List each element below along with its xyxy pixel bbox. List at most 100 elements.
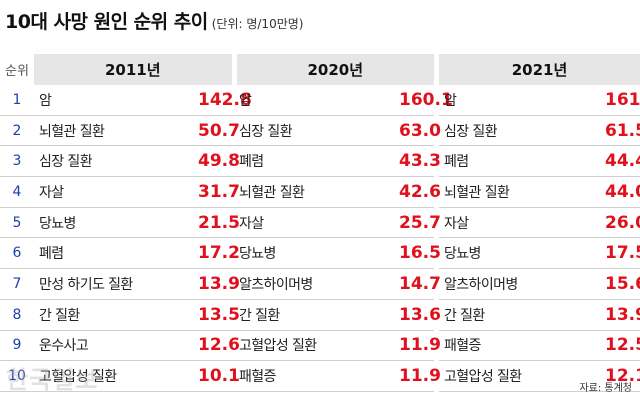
rate-2011: 13.9	[198, 268, 240, 300]
cause-2021: 고혈압성 질환	[439, 360, 605, 392]
cause-2020: 알츠하이머병	[234, 268, 399, 300]
rate-2021: 12.5	[605, 330, 640, 362]
column-gap	[434, 54, 439, 85]
cause-2011: 간 질환	[34, 299, 198, 331]
rate-2021: 26.0	[605, 207, 640, 239]
column-gap	[434, 145, 439, 177]
column-gap	[434, 176, 439, 208]
source-note: 자료: 통계청	[579, 383, 632, 394]
rank-cell: 7	[0, 268, 34, 300]
column-gap	[434, 330, 439, 361]
cause-2020: 폐렴	[234, 145, 399, 178]
rate-2021: 44.0	[605, 176, 640, 208]
cause-2011: 만성 하기도 질환	[34, 268, 198, 300]
rate-2021: 13.9	[605, 299, 640, 331]
cause-2011: 암	[34, 85, 198, 116]
rate-2011: 49.8	[198, 145, 240, 178]
rate-2020: 14.7	[399, 268, 441, 300]
rate-2021: 12.1	[605, 360, 640, 392]
cause-2020: 간 질환	[234, 299, 399, 331]
cause-2020: 패혈증	[234, 360, 399, 392]
cause-2021: 당뇨병	[439, 237, 605, 270]
cause-2020: 뇌혈관 질환	[234, 176, 399, 208]
rate-2020: 63.0	[399, 115, 441, 147]
rank-cell: 3	[0, 145, 34, 178]
column-gap	[434, 268, 439, 300]
rate-2020: 160.1	[399, 85, 453, 116]
rank-cell: 9	[0, 330, 34, 362]
cause-2011: 고혈압성 질환	[34, 360, 198, 392]
rate-2021: 61.5	[605, 115, 640, 147]
column-gap	[434, 299, 439, 330]
rank-header: 순위	[0, 54, 34, 85]
cause-2011: 운수사고	[34, 330, 198, 362]
cause-2021: 폐렴	[439, 145, 605, 178]
cause-2021: 뇌혈관 질환	[439, 176, 605, 208]
cause-2021: 패혈증	[439, 330, 605, 362]
column-gap	[434, 115, 439, 146]
title-block: 10대 사망 원인 순위 추이 (단위: 명/10만명)	[5, 7, 303, 34]
rate-2020: 11.9	[399, 360, 441, 392]
rate-2020: 16.5	[399, 237, 441, 270]
watermark: 한국일보	[6, 366, 99, 394]
cause-2020: 고혈압성 질환	[234, 330, 399, 362]
rate-2011: 12.6	[198, 330, 240, 362]
rate-2011: 142.8	[198, 85, 252, 116]
rate-2020: 13.6	[399, 299, 441, 331]
header-2020: 2020년	[231, 54, 434, 85]
cause-2020: 심장 질환	[234, 115, 399, 147]
rate-2021: 44.4	[605, 145, 640, 178]
rate-2020: 11.9	[399, 330, 441, 362]
rank-cell: 1	[0, 85, 34, 116]
column-gap	[434, 237, 439, 269]
rank-cell: 5	[0, 207, 34, 239]
cause-2011: 심장 질환	[34, 145, 198, 178]
header-2021: 2021년	[439, 54, 640, 85]
death-cause-table: 순위 2011년 2020년 2021년 1암142.8암160.1암161.1…	[0, 54, 640, 392]
cause-2020: 당뇨병	[234, 237, 399, 270]
page-title: 10대 사망 원인 순위 추이	[5, 11, 208, 33]
cause-2011: 당뇨병	[34, 207, 198, 239]
column-gap	[434, 360, 439, 392]
rate-2011: 31.7	[198, 176, 240, 208]
cause-2021: 알츠하이머병	[439, 268, 605, 300]
rate-2011: 50.7	[198, 115, 240, 147]
cause-2021: 자살	[439, 207, 605, 239]
rate-2021: 15.6	[605, 268, 640, 300]
rate-2020: 43.3	[399, 145, 441, 178]
rate-2011: 21.5	[198, 207, 240, 239]
cause-2021: 암	[439, 85, 605, 116]
cause-2011: 폐렴	[34, 237, 198, 270]
unit-label: (단위: 명/10만명)	[211, 17, 304, 31]
cause-2011: 뇌혈관 질환	[34, 115, 198, 147]
cause-2020: 자살	[234, 207, 399, 239]
rank-cell: 10	[0, 360, 34, 392]
cause-2011: 자살	[34, 176, 198, 208]
rate-2011: 17.2	[198, 237, 240, 270]
table-header-row: 순위 2011년 2020년 2021년	[0, 54, 640, 85]
cause-2021: 간 질환	[439, 299, 605, 331]
rate-2020: 25.7	[399, 207, 441, 239]
rate-2021: 161.1	[605, 85, 640, 116]
rate-2011: 13.5	[198, 299, 240, 331]
rate-2011: 10.1	[198, 360, 240, 392]
rate-2021: 17.5	[605, 237, 640, 270]
rank-cell: 8	[0, 299, 34, 331]
rank-cell: 2	[0, 115, 34, 147]
rank-cell: 4	[0, 176, 34, 208]
cause-2020: 암	[234, 85, 399, 116]
rate-2020: 42.6	[399, 176, 441, 208]
column-gap	[434, 85, 439, 116]
rank-cell: 6	[0, 237, 34, 270]
cause-2021: 심장 질환	[439, 115, 605, 147]
